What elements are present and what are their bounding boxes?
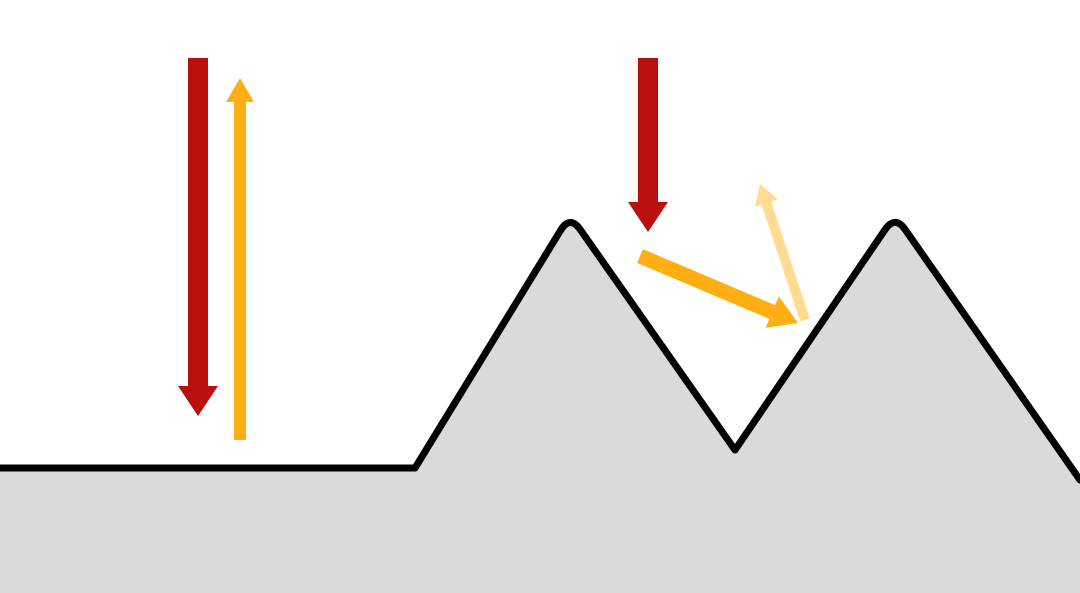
arrow-orange-diag (637, 249, 798, 328)
arrow-red-down-left (178, 58, 218, 416)
surface-fill (0, 222, 1080, 593)
diagram-canvas (0, 0, 1080, 593)
arrow-red-down-right (628, 58, 668, 232)
arrow-orange-up-left (226, 78, 254, 440)
